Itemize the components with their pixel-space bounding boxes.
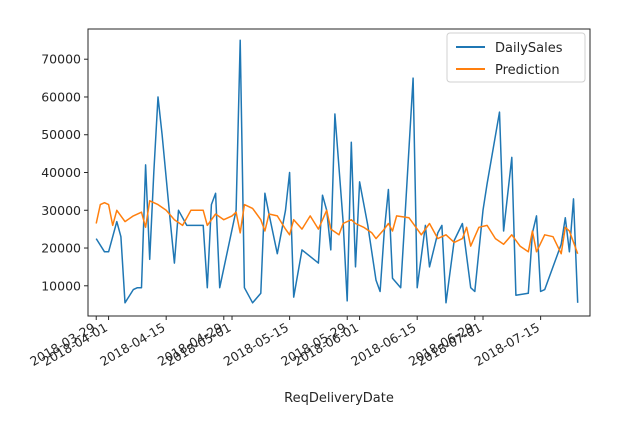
y-tick-label: 50000: [41, 127, 81, 142]
x-axis: 2018-03-292018-04-012018-04-152018-04-29…: [27, 316, 542, 369]
legend-label-dailysales: DailySales: [495, 41, 563, 56]
legend: DailySales Prediction: [446, 32, 586, 83]
y-tick-label: 70000: [41, 52, 81, 67]
legend-label-prediction: Prediction: [495, 63, 560, 78]
y-axis: 10000 20000 30000 40000 50000 60000 70000: [41, 52, 88, 293]
y-tick-label: 30000: [41, 203, 81, 218]
x-tick-label: 2018-07-15: [472, 320, 542, 369]
y-tick-label: 20000: [41, 241, 81, 256]
y-tick-label: 40000: [41, 165, 81, 180]
x-axis-label: ReqDeliveryDate: [284, 391, 394, 406]
y-tick-label: 10000: [41, 278, 81, 293]
y-tick-label: 60000: [41, 89, 81, 104]
series-layer: [95, 39, 579, 304]
series-line-dailysales: [95, 39, 579, 304]
series-line-prediction: [95, 200, 579, 255]
